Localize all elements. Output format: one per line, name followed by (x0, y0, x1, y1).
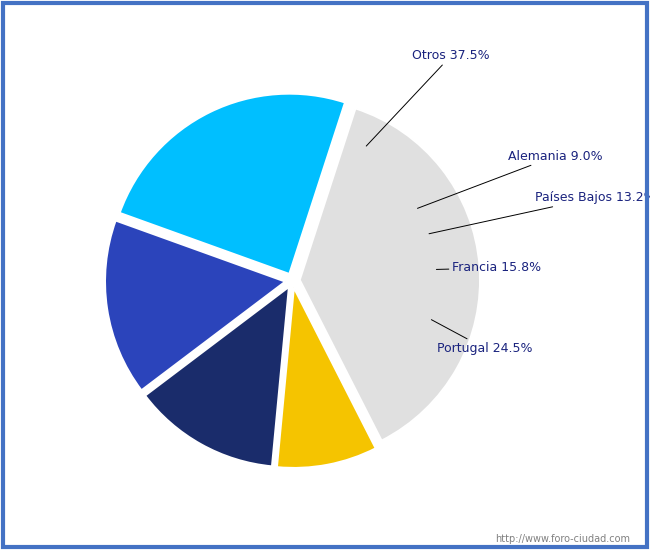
Wedge shape (277, 288, 376, 468)
Wedge shape (300, 108, 480, 441)
Text: Alemania 9.0%: Alemania 9.0% (417, 150, 603, 208)
Wedge shape (120, 94, 345, 274)
Text: http://www.foro-ciudad.com: http://www.foro-ciudad.com (495, 535, 630, 544)
Text: Países Bajos 13.2%: Países Bajos 13.2% (429, 191, 650, 234)
Wedge shape (105, 221, 285, 390)
Text: Coria - Turistas extranjeros según país - Octubre de 2024: Coria - Turistas extranjeros según país … (65, 18, 585, 34)
Text: Portugal 24.5%: Portugal 24.5% (432, 320, 532, 355)
Wedge shape (145, 287, 289, 466)
Text: Francia 15.8%: Francia 15.8% (436, 261, 541, 274)
Text: Otros 37.5%: Otros 37.5% (366, 50, 490, 146)
